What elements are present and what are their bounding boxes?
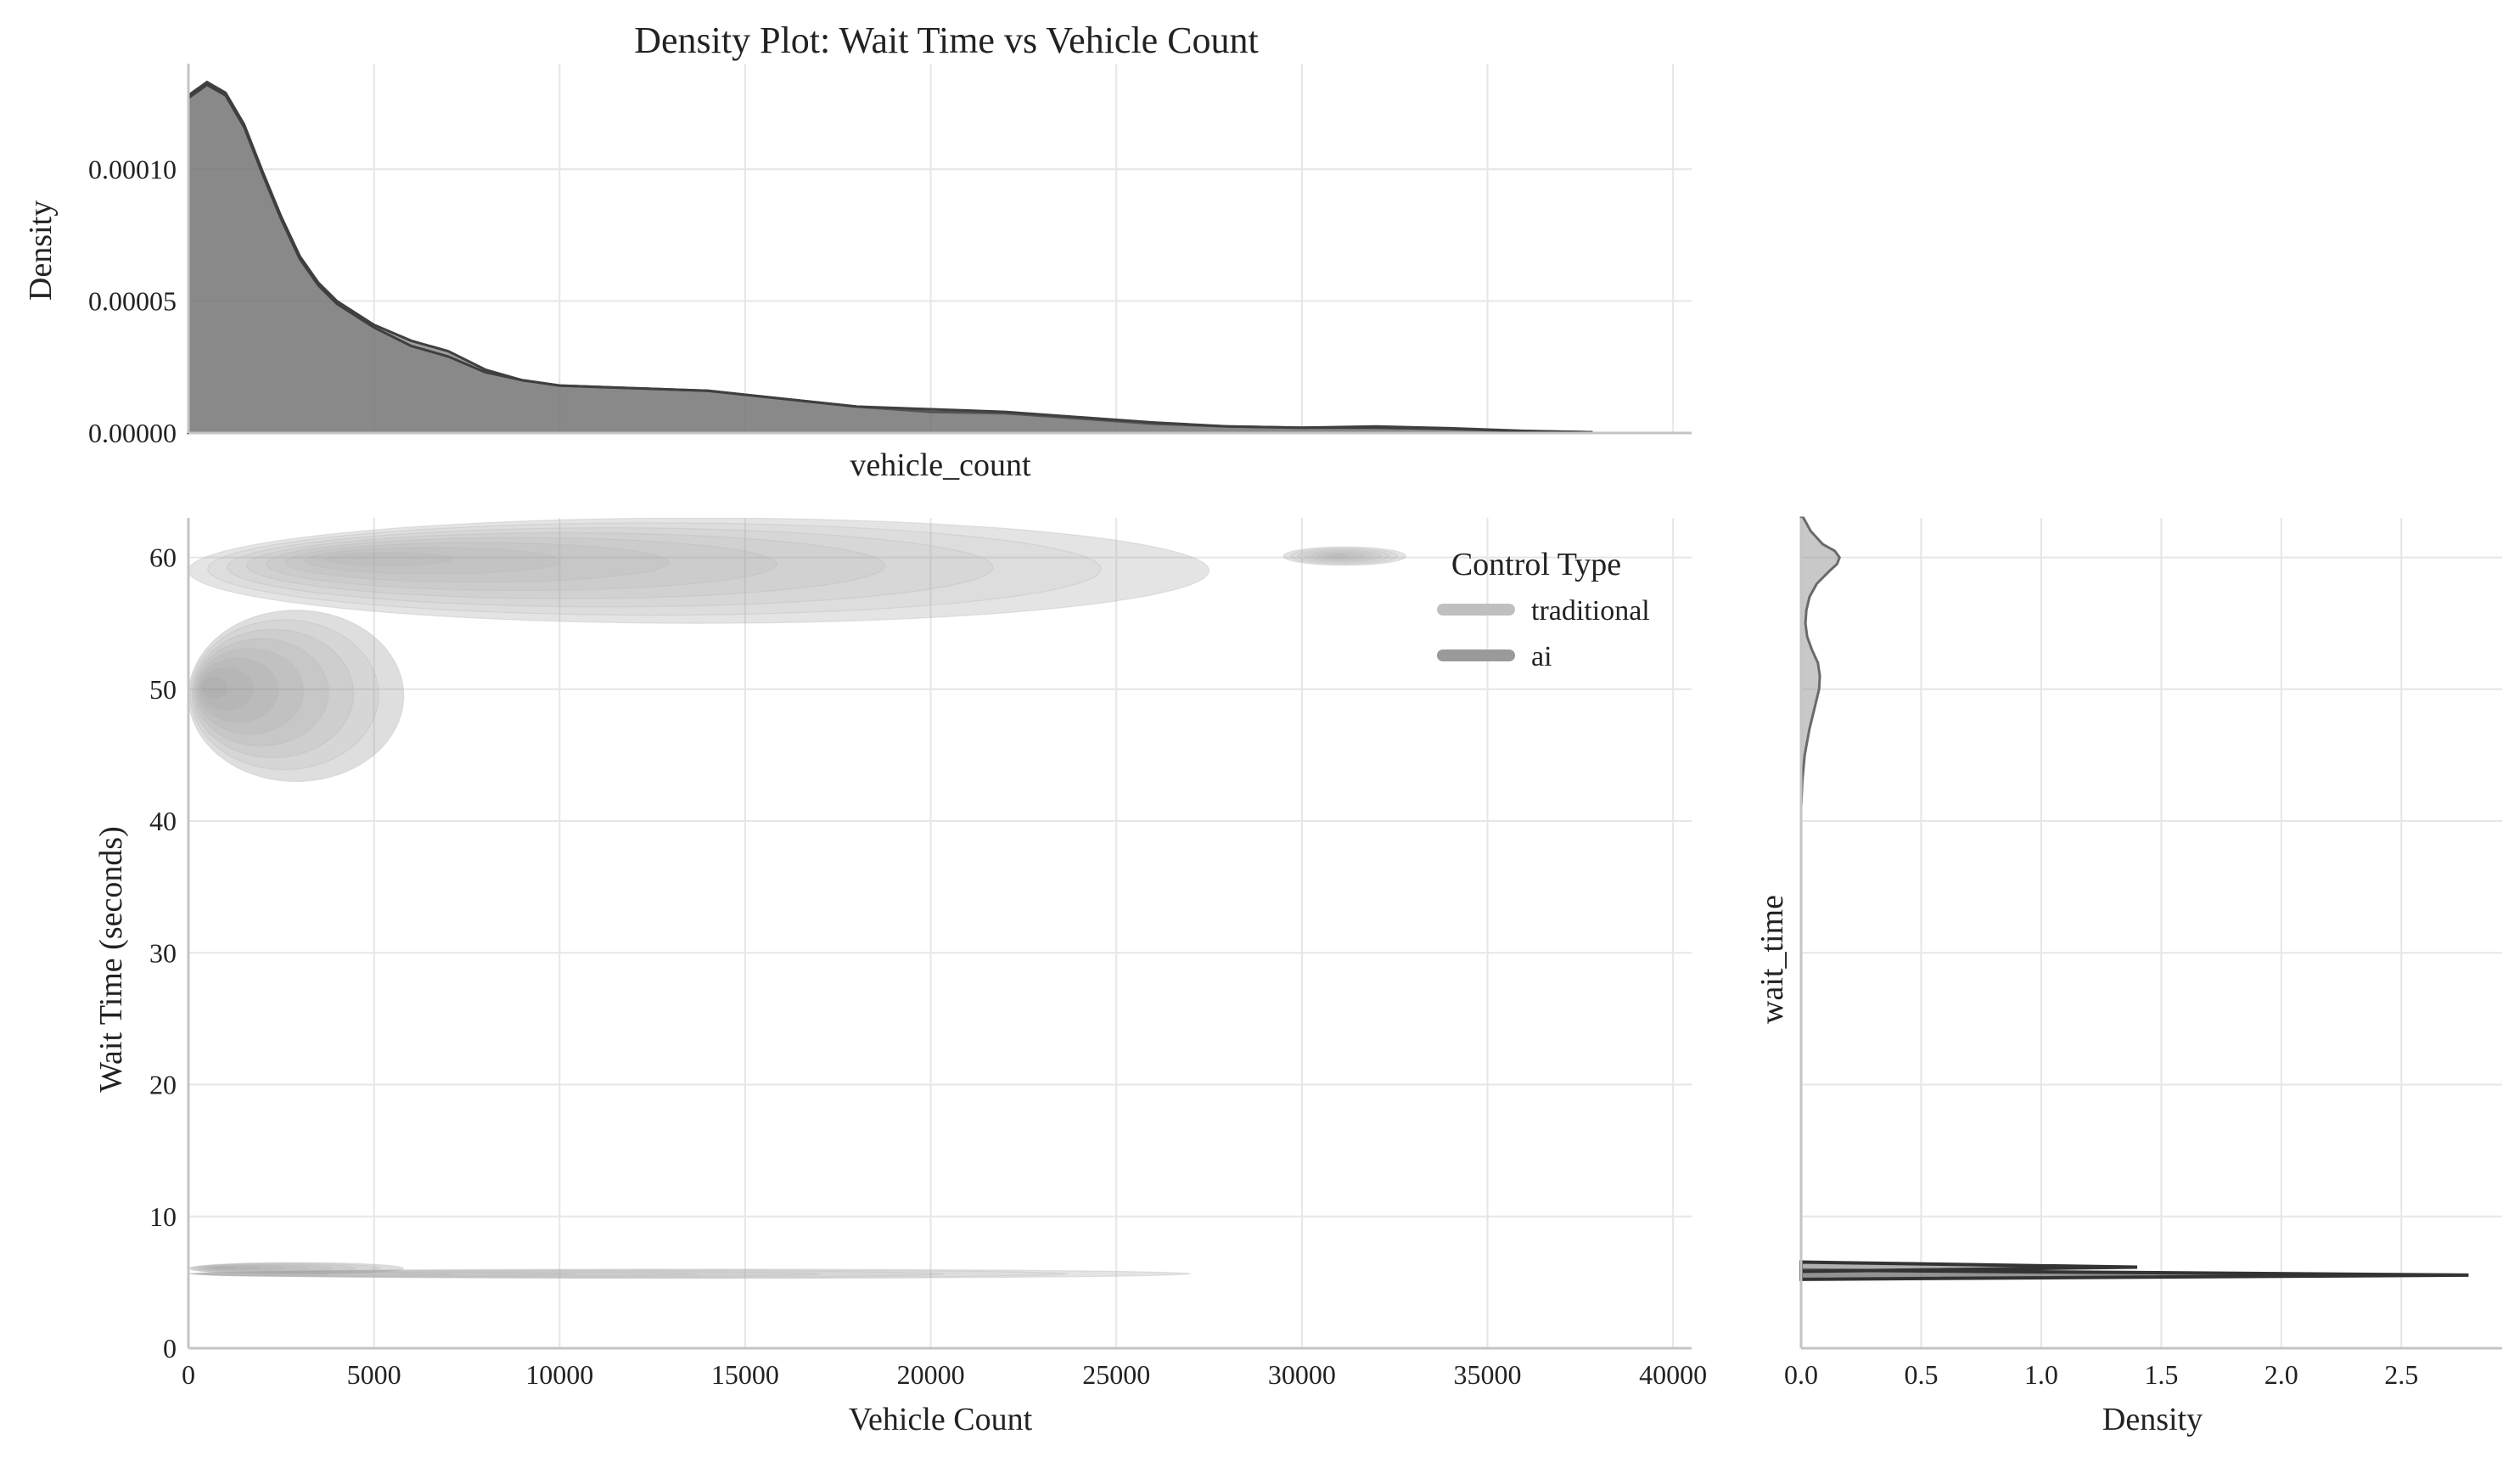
joint-x-tick-label: 15000 <box>711 1359 779 1390</box>
marginal-x-area-ai <box>187 83 1593 435</box>
kde-region-ai <box>188 610 405 783</box>
kde-contour-traditional <box>305 547 561 575</box>
kde-contour-traditional <box>1282 546 1406 566</box>
kde-contour-traditional <box>1303 549 1382 563</box>
marginal-y-xlabel: Density <box>2102 1402 2203 1437</box>
legend-title: Control Type <box>1451 547 1621 582</box>
kde-contour-traditional <box>285 542 670 583</box>
marginal-y-x-ticks: 0.0 0.5 1.0 1.5 2.0 2.5 <box>1784 518 2502 1390</box>
kde-contour-traditional <box>1289 547 1399 565</box>
joint-x-tick-label: 25000 <box>1082 1359 1150 1390</box>
kde-region-traditional <box>188 1268 1192 1279</box>
joint-y-tick-label: 50 <box>149 674 177 705</box>
legend-label-ai: ai <box>1531 641 1552 672</box>
marginal-x-xlabel: vehicle_count <box>850 447 1031 483</box>
joint-y-tick-label: 10 <box>149 1201 177 1232</box>
kde-contour-traditional <box>192 1269 946 1279</box>
kde-region-traditional <box>1282 546 1406 566</box>
joint-y-tick-label: 40 <box>149 806 177 836</box>
joint-y-tick-label: 0 <box>163 1333 177 1364</box>
kde-contour-traditional <box>201 1272 454 1277</box>
joint-x-tick-label: 0 <box>182 1359 195 1390</box>
kde-contour-traditional <box>246 531 886 599</box>
joint-y-tick-label: 30 <box>149 937 177 968</box>
kde-region-traditional <box>188 518 1209 624</box>
marginal-x-plot: 0.00000 0.00005 0.00010 vehicle_count Dens… <box>23 64 1692 483</box>
joint-x-tick-label: 35000 <box>1453 1359 1521 1390</box>
joint-plot: 0 5000 10000 15000 20000 25000 30000 35000 40000… <box>93 518 1707 1437</box>
kde-contour-ai <box>191 1262 381 1274</box>
kde-contour-ai <box>193 638 329 747</box>
marginal-y-areas <box>1799 516 2469 1281</box>
joint-kde-regions <box>188 518 1406 1279</box>
kde-contour-ai <box>204 1265 286 1271</box>
marginal-y-x-tick-label: 2.5 <box>2384 1359 2418 1390</box>
kde-contour-traditional <box>204 1272 331 1277</box>
marginal-y-plot: 0.0 0.5 1.0 1.5 2.0 2.5 Density wait_time <box>1754 516 2502 1437</box>
marginal-x-y-ticks: 0.00000 0.00005 0.00010 <box>88 64 1692 448</box>
joint-region-layer <box>188 518 1406 1279</box>
marginal-y-spike-ai <box>1799 1260 2138 1274</box>
marginal-y-gridlines <box>1800 518 2502 1349</box>
kde-contour-traditional <box>1311 550 1373 562</box>
marginal-x-areas <box>187 80 1593 435</box>
joint-y-tick-label: 60 <box>149 543 177 573</box>
marginal-y-x-tick-label: 1.0 <box>2024 1359 2058 1390</box>
kde-contour-traditional <box>1324 553 1356 559</box>
joint-x-tick-label: 5000 <box>347 1359 401 1390</box>
kde-contour-ai <box>200 676 229 700</box>
kde-contour-traditional <box>207 522 1102 616</box>
kde-contour-traditional <box>266 537 777 591</box>
joint-xlabel: Vehicle Count <box>849 1402 1033 1437</box>
kde-contour-ai <box>188 610 405 783</box>
legend: Control Type traditional ai <box>1437 547 1650 672</box>
joint-x-tick-label: 40000 <box>1639 1359 1707 1390</box>
marginal-x-ylabel: Density <box>23 200 59 301</box>
marginal-y-x-tick-label: 0.0 <box>1784 1359 1818 1390</box>
marginal-x-y-tick-label: 0.00005 <box>88 286 177 317</box>
kde-contour-traditional <box>199 1272 577 1277</box>
kde-contour-traditional <box>188 1268 1192 1279</box>
joint-y-tick-label: 20 <box>149 1070 177 1100</box>
kde-contour-ai <box>197 657 279 723</box>
marginal-y-x-tick-label: 0.5 <box>1904 1359 1938 1390</box>
kde-contour-traditional <box>1296 548 1390 564</box>
kde-contour-traditional <box>1317 552 1365 560</box>
kde-contour-ai <box>191 628 355 759</box>
marginal-y-ylabel: wait_time <box>1754 895 1790 1024</box>
chart-title: Density Plot: Wait Time vs Vehicle Count <box>634 20 1259 61</box>
joint-ylabel: Wait Time (seconds) <box>93 826 129 1093</box>
kde-contour-traditional <box>197 1271 699 1277</box>
marginal-x-y-tick-label: 0.00000 <box>88 418 177 448</box>
kde-contour-ai <box>210 1265 239 1271</box>
kde-contour-ai <box>195 648 305 735</box>
joint-ticks: 0 5000 10000 15000 20000 25000 30000 35000 40000… <box>149 518 1707 1390</box>
kde-contour-ai <box>194 1263 357 1274</box>
kde-contour-traditional <box>188 518 1209 624</box>
kde-contour-ai <box>200 1264 310 1272</box>
marginal-x-y-tick-label: 0.00010 <box>88 154 177 184</box>
kde-region-ai <box>188 1262 405 1275</box>
joint-x-tick-label: 20000 <box>897 1359 965 1390</box>
kde-contour-traditional <box>227 527 994 608</box>
marginal-y-area-ai <box>1799 516 1841 808</box>
marginal-y-x-tick-label: 1.5 <box>2144 1359 2178 1390</box>
legend-label-traditional: traditional <box>1531 595 1650 627</box>
marginal-y-x-tick-label: 2.0 <box>2265 1359 2298 1390</box>
joint-gridlines <box>188 518 1692 1349</box>
kde-contour-ai <box>189 619 379 771</box>
kde-contour-traditional <box>1331 554 1349 559</box>
kde-contour-traditional <box>324 552 453 566</box>
kde-contour-traditional <box>194 1270 822 1278</box>
joint-x-tick-label: 10000 <box>525 1359 593 1390</box>
kde-contour-ai <box>199 666 255 711</box>
kde-contour-ai <box>207 1265 262 1271</box>
kde-contour-traditional <box>190 1269 1069 1279</box>
joint-x-tick-label: 30000 <box>1268 1359 1336 1390</box>
kde-contour-ai <box>197 1263 334 1273</box>
kde-contour-ai <box>188 1262 405 1275</box>
